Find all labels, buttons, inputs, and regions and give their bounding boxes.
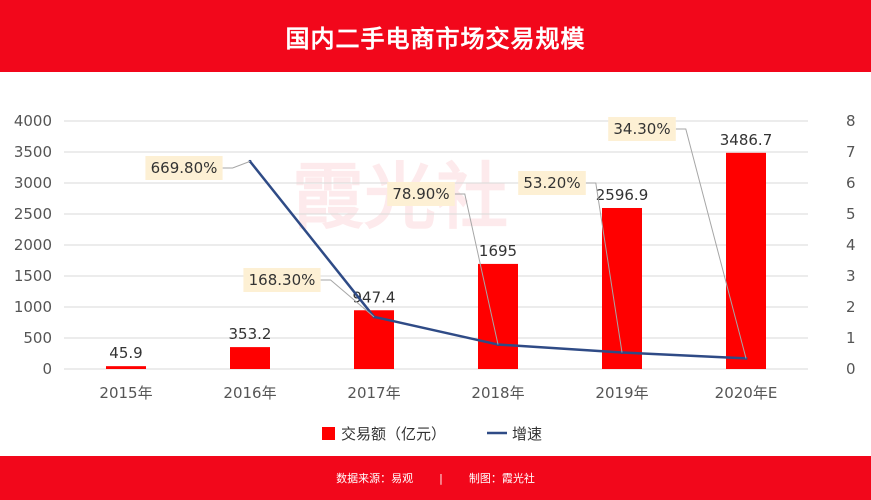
bar <box>726 152 766 369</box>
y-left-tick-label: 2500 <box>14 205 52 223</box>
callout-leader-line <box>675 128 747 359</box>
y-left-tick-label: 3000 <box>14 174 52 192</box>
y-left-tick-label: 4000 <box>14 112 52 130</box>
bar-data-label: 45.9 <box>109 344 142 362</box>
growth-data-label: 669.80% <box>151 159 218 177</box>
callout-box <box>518 171 586 195</box>
footer-separator: | <box>439 471 443 485</box>
legend-line-label: 增速 <box>512 425 542 443</box>
y-right-tick-label: 6 <box>846 174 856 192</box>
y-right-tick-label: 5 <box>846 205 856 223</box>
y-left-tick-label: 500 <box>23 329 52 347</box>
bar-data-label: 2596.9 <box>596 186 649 204</box>
y-left-tick-label: 1000 <box>14 298 52 316</box>
legend-bar-swatch <box>322 427 335 440</box>
y-left-tick-label: 0 <box>42 360 52 378</box>
x-tick-label: 2016年 <box>223 384 276 402</box>
legend-bar-label: 交易额（亿元） <box>341 425 446 443</box>
growth-data-label: 168.30% <box>249 271 316 289</box>
y-right-tick-label: 1 <box>846 329 856 347</box>
chart-header: 国内二手电商市场交易规模 <box>0 0 871 72</box>
y-right-tick-label: 4 <box>846 236 856 254</box>
callout-leader-line <box>585 182 623 353</box>
callout-box <box>145 156 223 180</box>
producer-text: 制图：霞光社 <box>468 472 535 485</box>
callout-box <box>387 182 455 206</box>
source-text: 数据来源：易观 <box>336 472 414 485</box>
y-right-tick-label: 0 <box>846 360 856 378</box>
y-left-tick-label: 3500 <box>14 143 52 161</box>
callout-box <box>608 117 676 141</box>
y-right-tick-label: 8 <box>846 112 856 130</box>
bar <box>106 366 146 369</box>
chart-area: 霞光社0500100015002000250030003500400001234… <box>14 112 856 443</box>
x-tick-label: 2020年E <box>715 384 778 402</box>
y-left-tick-label: 1500 <box>14 267 52 285</box>
y-right-tick-label: 7 <box>846 143 856 161</box>
growth-data-label: 53.20% <box>523 174 580 192</box>
y-right-tick-label: 2 <box>846 298 856 316</box>
bar-data-label: 1695 <box>479 242 517 260</box>
callout-leader-line <box>320 279 375 318</box>
callout-box <box>243 268 321 292</box>
callout-leader-line <box>454 193 499 345</box>
chart-footer: 数据来源：易观 | 制图：霞光社 <box>0 456 871 500</box>
x-tick-label: 2015年 <box>99 384 152 402</box>
growth-data-label: 34.30% <box>613 120 670 138</box>
x-tick-label: 2019年 <box>595 384 648 402</box>
bar <box>230 347 270 369</box>
y-right-tick-label: 3 <box>846 267 856 285</box>
x-tick-label: 2017年 <box>347 384 400 402</box>
bar <box>478 263 518 369</box>
bar-data-label: 3486.7 <box>720 131 773 149</box>
growth-data-label: 78.90% <box>392 185 449 203</box>
bar-data-label: 353.2 <box>229 325 272 343</box>
bar <box>602 207 642 369</box>
chart-title: 国内二手电商市场交易规模 <box>285 24 586 53</box>
x-tick-label: 2018年 <box>471 384 524 402</box>
callout-leader-line <box>222 160 251 169</box>
y-left-tick-label: 2000 <box>14 236 52 254</box>
